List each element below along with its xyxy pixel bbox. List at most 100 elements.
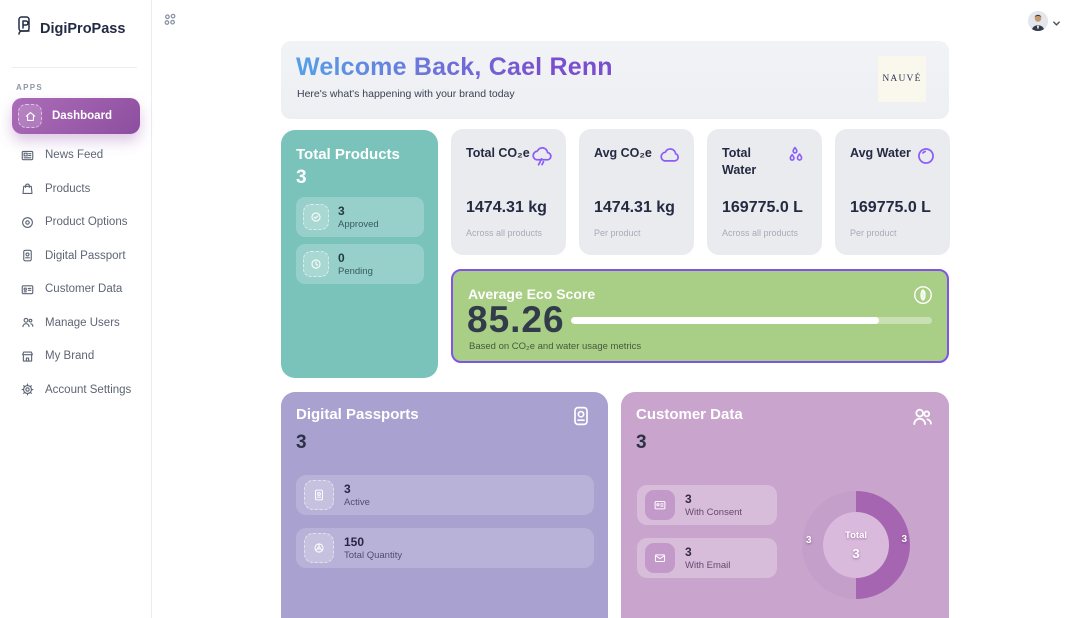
storm-cloud-icon	[529, 143, 555, 174]
donut-segment-label: 3	[901, 534, 907, 545]
sidebar-item-label: Product Options	[45, 216, 128, 228]
store-icon	[19, 349, 35, 364]
with-consent-count: 3	[685, 491, 692, 506]
metric-value: 169775.0 L	[850, 199, 931, 216]
chevron-down-icon[interactable]	[1052, 15, 1061, 33]
with-consent-row: 3 With Consent	[637, 485, 777, 525]
sidebar-item-product-options[interactable]: Product Options	[12, 211, 140, 233]
sidebar-item-label: Dashboard	[52, 110, 113, 122]
digipropass-logo-icon	[15, 15, 35, 42]
donut-segment-label: 3	[806, 535, 812, 546]
users-icon	[908, 404, 934, 435]
metric-caption: Per product	[594, 228, 641, 238]
total-quantity-row: 150 Total Quantity	[296, 528, 594, 568]
target-icon	[19, 215, 35, 230]
sidebar-item-manage-users[interactable]: Manage Users	[12, 312, 140, 334]
approved-products-row: 3 Approved	[296, 197, 424, 237]
donut-center-label: Total	[845, 529, 867, 541]
approved-label: Approved	[338, 219, 379, 230]
passport-icon	[19, 248, 35, 263]
card-title: Total Products	[296, 146, 400, 163]
water-bubble-icon	[913, 143, 939, 174]
app-name: DigiProPass	[40, 20, 126, 37]
avg-water-card: Avg Water 169775.0 L Per product	[835, 129, 950, 255]
metric-caption: Per product	[850, 228, 897, 238]
droplets-icon	[785, 143, 811, 174]
donut-center-value: 3	[852, 545, 860, 561]
with-consent-label: With Consent	[685, 507, 743, 519]
approved-count: 3	[338, 204, 345, 218]
sidebar-divider	[12, 67, 137, 68]
total-co2-card: Total CO₂e 1474.31 kg Across all product…	[451, 129, 566, 255]
card-title: Digital Passports	[296, 406, 419, 423]
id-card-icon	[19, 282, 35, 297]
app-grid-icon[interactable]	[162, 12, 178, 33]
metric-value: 169775.0 L	[722, 199, 803, 216]
sidebar: DigiProPass APPS Dashboard	[0, 0, 152, 618]
card-value: 3	[296, 167, 307, 188]
sidebar-item-label: Manage Users	[45, 316, 120, 329]
passport-icon	[304, 480, 334, 510]
pending-products-row: 0 Pending	[296, 244, 424, 284]
sidebar-item-my-brand[interactable]: My Brand	[12, 345, 140, 367]
newspaper-icon	[19, 148, 35, 163]
passport-icon	[569, 404, 593, 433]
sidebar-nav: Dashboard News Feed	[12, 98, 140, 412]
sidebar-item-label: News Feed	[45, 149, 104, 161]
welcome-title: Welcome Back, Cael Renn	[296, 53, 613, 81]
user-avatar[interactable]	[1028, 11, 1048, 31]
eco-score-caption: Based on CO₂e and water usage metrics	[469, 341, 642, 352]
home-icon	[18, 104, 42, 128]
metric-value: 1474.31 kg	[594, 199, 675, 216]
sidebar-item-label: Customer Data	[45, 283, 123, 295]
sidebar-item-dashboard[interactable]: Dashboard	[12, 98, 140, 134]
average-eco-score-card: Average Eco Score 85.26 Based on CO₂e an…	[451, 269, 949, 363]
sidebar-item-news-feed[interactable]: News Feed	[12, 144, 140, 166]
total-products-card: Total Products 3 3 Approved 0 Pending	[281, 130, 438, 378]
sidebar-item-label: Products	[45, 182, 91, 195]
envelope-icon	[645, 543, 675, 573]
quantity-count: 150	[344, 534, 365, 549]
sidebar-section-label: APPS	[16, 83, 43, 92]
sidebar-item-products[interactable]: Products	[12, 178, 140, 200]
eco-score-title: Average Eco Score	[468, 286, 596, 302]
sidebar-item-label: My Brand	[45, 350, 95, 362]
active-label: Active	[344, 497, 370, 509]
quantity-label: Total Quantity	[344, 550, 403, 562]
digital-passports-card: Digital Passports 3 3 Active	[281, 392, 608, 618]
leaf-icon	[912, 284, 934, 311]
cloud-icon	[657, 143, 683, 174]
eco-score-progress-track	[571, 317, 932, 324]
sidebar-item-digital-passport[interactable]: Digital Passport	[12, 245, 140, 267]
quantity-icon	[304, 533, 334, 563]
clock-icon	[303, 251, 329, 277]
with-email-row: 3 With Email	[637, 538, 777, 578]
total-water-card: Total Water 169775.0 L Across all produc…	[707, 129, 822, 255]
customer-donut-chart: Total 3 3 3	[802, 491, 910, 599]
metric-title: Total Water	[722, 146, 757, 177]
consent-id-card-icon	[645, 490, 675, 520]
brand-logo-badge: NAUVÉ	[878, 56, 926, 102]
avg-co2-card: Avg CO₂e 1474.31 kg Per product	[579, 129, 694, 255]
metric-caption: Across all products	[722, 228, 799, 238]
donut-center: Total 3	[823, 512, 889, 578]
sidebar-item-account-settings[interactable]: Account Settings	[12, 379, 140, 401]
welcome-subtitle: Here's what's happening with your brand …	[297, 88, 515, 100]
gear-icon	[19, 382, 35, 397]
eco-progress-fill	[571, 317, 879, 324]
card-value: 3	[636, 432, 647, 453]
app-logo[interactable]: DigiProPass	[15, 15, 125, 42]
sidebar-item-label: Account Settings	[45, 383, 132, 396]
check-circle-icon	[303, 204, 329, 230]
card-title: Customer Data	[636, 406, 743, 423]
sidebar-item-customer-data[interactable]: Customer Data	[12, 278, 140, 300]
metric-caption: Across all products	[466, 228, 543, 238]
pending-label: Pending	[338, 266, 373, 277]
active-passports-row: 3 Active	[296, 475, 594, 515]
metric-title: Avg CO₂e	[594, 146, 652, 160]
metric-value: 1474.31 kg	[466, 199, 547, 216]
shopping-bag-icon	[19, 181, 35, 196]
eco-score-value: 85.26	[467, 299, 565, 340]
customer-data-card: Customer Data 3 3 With Consent	[621, 392, 949, 618]
